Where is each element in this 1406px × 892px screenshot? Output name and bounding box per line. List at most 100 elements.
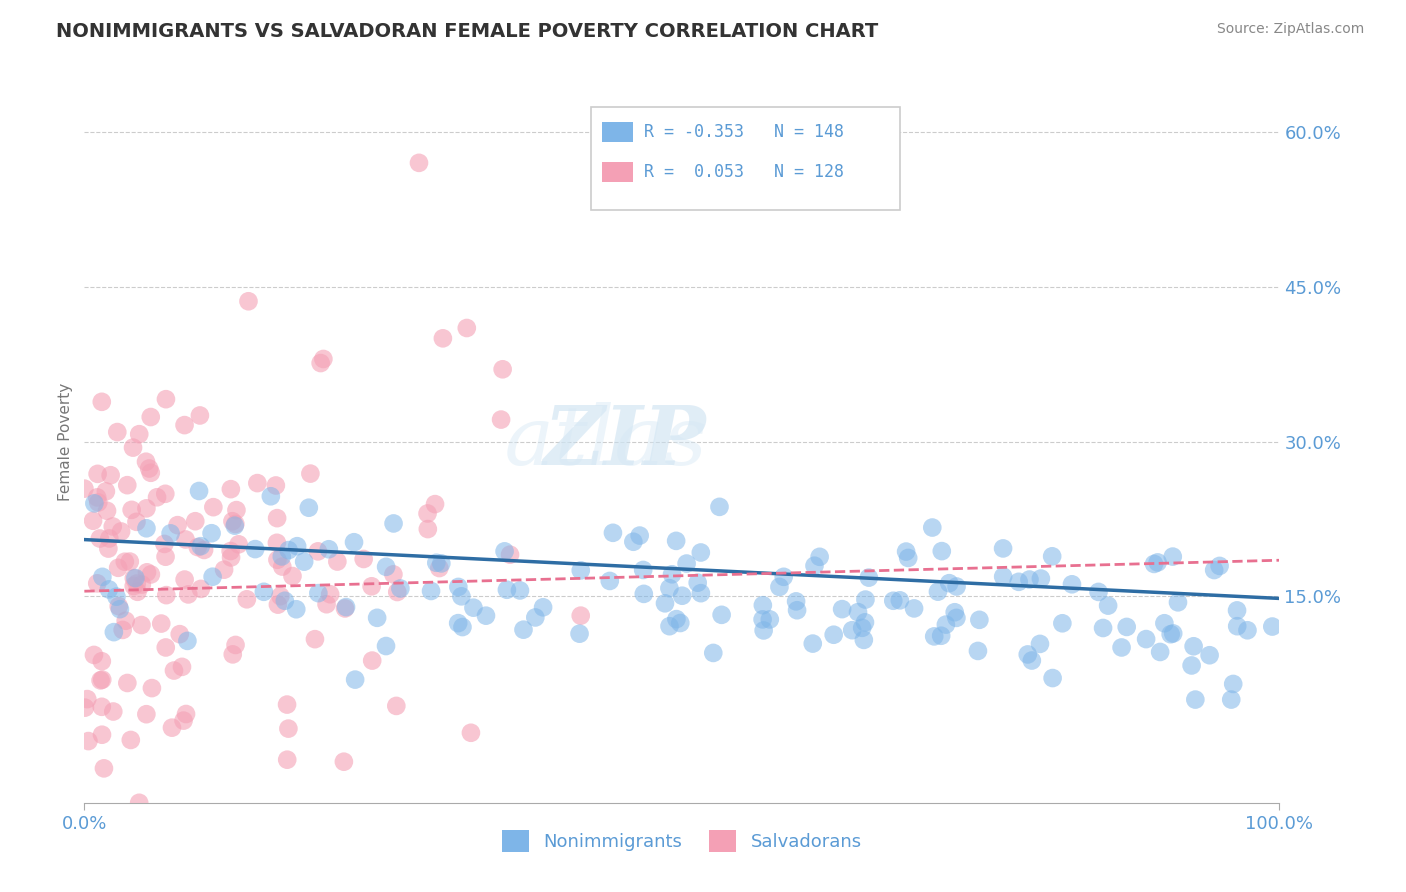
Point: [675, 557, 697, 571]
Point: [420, 584, 443, 599]
Point: [569, 608, 592, 623]
Point: [599, 574, 621, 588]
Point: [375, 639, 398, 653]
Point: [846, 605, 869, 619]
Point: [136, 566, 159, 580]
Point: [447, 580, 470, 594]
Point: [111, 623, 134, 637]
Point: [853, 615, 876, 630]
Point: [935, 617, 957, 632]
Point: [188, 409, 211, 423]
Point: [169, 627, 191, 641]
Point: [1021, 653, 1043, 667]
Point: [702, 646, 724, 660]
Text: NONIMMIGRANTS VS SALVADORAN FEMALE POVERTY CORRELATION CHART: NONIMMIGRANTS VS SALVADORAN FEMALE POVER…: [56, 22, 879, 41]
Point: [1184, 692, 1206, 706]
Point: [569, 563, 592, 577]
Point: [269, 589, 291, 603]
Point: [285, 602, 308, 616]
Point: [631, 563, 654, 577]
Point: [212, 563, 235, 577]
Point: [427, 561, 450, 575]
Point: [270, 549, 292, 564]
Point: [851, 621, 873, 635]
Point: [188, 483, 211, 498]
Point: [882, 593, 904, 607]
Point: [150, 616, 173, 631]
Point: [1111, 640, 1133, 655]
Point: [94, 484, 117, 499]
Point: [752, 624, 775, 638]
Point: [1226, 619, 1249, 633]
Point: [841, 623, 863, 637]
Point: [73, 482, 96, 496]
Point: [855, 592, 877, 607]
Point: [945, 580, 967, 594]
Point: [266, 536, 288, 550]
Point: [155, 549, 177, 564]
Point: [602, 525, 624, 540]
Point: [221, 514, 243, 528]
Point: [174, 706, 197, 721]
Point: [922, 629, 945, 643]
Point: [128, 427, 150, 442]
Point: [307, 544, 329, 558]
Point: [155, 640, 177, 655]
Point: [344, 673, 367, 687]
Point: [326, 555, 349, 569]
Point: [389, 582, 412, 596]
Point: [187, 540, 209, 554]
Point: [385, 698, 408, 713]
Point: [1097, 599, 1119, 613]
Point: [139, 466, 162, 480]
Point: [117, 478, 139, 492]
Point: [1198, 648, 1220, 663]
Point: [894, 544, 917, 558]
Point: [416, 507, 439, 521]
Point: [1208, 558, 1230, 573]
Point: [219, 482, 242, 496]
Point: [1236, 624, 1258, 638]
Legend: Nonimmigrants, Salvadorans: Nonimmigrants, Salvadorans: [495, 822, 869, 859]
Point: [277, 543, 299, 558]
Point: [752, 598, 775, 612]
Point: [128, 796, 150, 810]
Point: [309, 356, 332, 370]
Point: [808, 549, 831, 564]
Point: [568, 626, 591, 640]
Point: [222, 648, 245, 662]
Point: [139, 410, 162, 425]
Point: [852, 632, 875, 647]
Point: [77, 734, 100, 748]
Point: [1060, 577, 1083, 591]
Point: [163, 664, 186, 678]
Point: [97, 582, 120, 597]
Point: [1161, 549, 1184, 564]
Point: [276, 698, 298, 712]
Point: [709, 500, 731, 514]
Point: [122, 441, 145, 455]
Point: [1135, 632, 1157, 646]
Point: [304, 632, 326, 647]
Point: [382, 516, 405, 531]
Point: [135, 707, 157, 722]
Point: [1008, 574, 1031, 589]
Point: [1167, 595, 1189, 609]
Point: [447, 616, 470, 631]
Point: [228, 537, 250, 551]
Point: [512, 623, 534, 637]
Point: [889, 593, 911, 607]
Point: [135, 521, 157, 535]
Point: [669, 615, 692, 630]
Point: [903, 601, 925, 615]
Point: [456, 321, 478, 335]
Text: ZIP: ZIP: [544, 401, 706, 482]
Point: [1261, 619, 1284, 633]
Point: [772, 570, 794, 584]
Point: [90, 654, 112, 668]
Point: [425, 556, 447, 570]
Point: [117, 676, 139, 690]
Point: [82, 514, 104, 528]
Point: [1042, 671, 1064, 685]
Point: [1052, 616, 1074, 631]
